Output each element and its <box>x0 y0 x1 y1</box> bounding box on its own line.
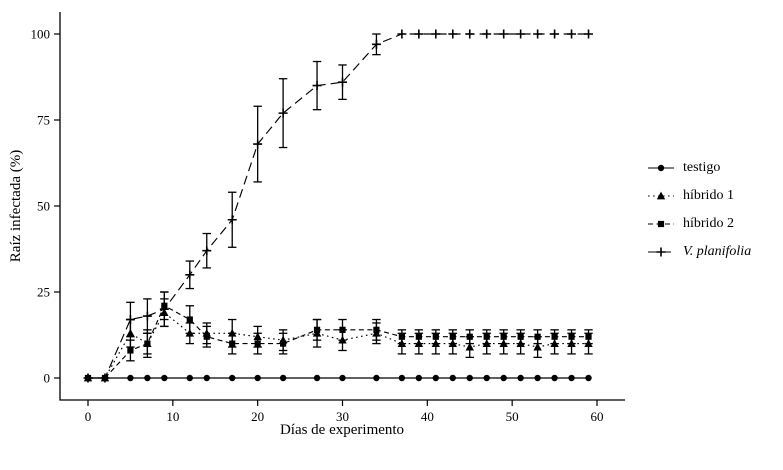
series-testigo <box>84 374 592 382</box>
x-tick-label: 10 <box>166 409 179 424</box>
legend-item-híbrido-1: híbrido 1 <box>646 188 751 204</box>
legend-label: híbrido 1 <box>683 188 734 203</box>
series-híbrido-1 <box>83 298 593 382</box>
y-tick-label: 0 <box>44 371 51 386</box>
error-bars <box>126 291 593 362</box>
series-line <box>88 304 589 379</box>
error-bars <box>126 298 593 359</box>
series-híbrido-2 <box>84 291 593 382</box>
markers <box>83 29 594 383</box>
x-tick-label: 50 <box>506 409 519 424</box>
legend-item-testigo: testigo <box>646 160 751 176</box>
y-tick-label: 25 <box>37 285 50 300</box>
y-tick-label: 100 <box>31 27 51 42</box>
series-line <box>88 311 589 379</box>
x-tick-label: 30 <box>336 409 349 424</box>
y-tick-label: 75 <box>37 113 50 128</box>
legend-triangle-icon <box>648 191 674 200</box>
x-tick-label: 0 <box>85 409 92 424</box>
plot-area: 0 10 20 30 40 50 60 0 25 50 75 100 <box>31 12 625 424</box>
x-tick-label: 60 <box>591 409 604 424</box>
y-tick-label: 50 <box>37 199 50 214</box>
legend-circle-icon <box>648 164 674 172</box>
legend-label: testigo <box>683 160 721 175</box>
legend-label: híbrido 2 <box>683 216 734 231</box>
legend-plus-icon <box>648 247 674 257</box>
series-v-planifolia <box>83 29 594 383</box>
legend-item-v-planifolia: V. planifolia <box>646 244 751 260</box>
legend: testigo híbrido 1 híbrido 2 V. planifolia <box>646 160 751 260</box>
legend-square-icon <box>648 220 674 228</box>
x-axis-label: Días de experimento <box>280 422 404 438</box>
x-tick-label: 40 <box>421 409 434 424</box>
axes-line <box>59 12 625 401</box>
y-axis-label: Raíz infectada (%) <box>8 150 24 262</box>
legend-item-híbrido-2: híbrido 2 <box>646 216 751 232</box>
legend-label: V. planifolia <box>683 244 752 259</box>
x-tick-label: 20 <box>251 409 264 424</box>
